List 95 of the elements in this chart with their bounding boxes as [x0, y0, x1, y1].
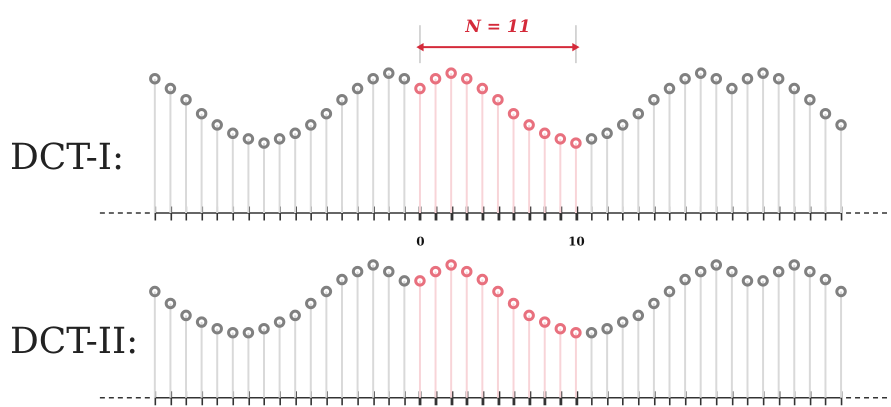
point: [523, 310, 535, 322]
point: [554, 322, 566, 334]
point: [336, 94, 348, 106]
x-tick-label: 0: [416, 234, 425, 248]
point: [383, 67, 395, 79]
point: [461, 266, 472, 278]
point: [632, 108, 644, 120]
point: [538, 316, 550, 328]
point: [383, 266, 395, 278]
point: [616, 316, 628, 328]
point: [601, 128, 613, 140]
text: DCT-II:: [10, 320, 138, 362]
point: [586, 326, 598, 338]
point: [648, 94, 660, 106]
point: [664, 286, 676, 298]
point: [289, 310, 301, 322]
point: [367, 259, 379, 271]
point: [211, 119, 223, 131]
point: [538, 128, 550, 140]
point: [694, 67, 706, 79]
point: [694, 266, 706, 278]
point: [476, 274, 488, 286]
point: [710, 73, 722, 84]
text: DCT-I:: [10, 137, 124, 178]
point: [679, 73, 691, 84]
point: [258, 137, 270, 149]
point: [242, 326, 254, 338]
point: [320, 286, 332, 298]
point: [820, 274, 832, 286]
point: [772, 73, 784, 84]
point: [211, 322, 223, 334]
point: [414, 82, 426, 94]
point: [274, 133, 286, 145]
point: [788, 259, 800, 271]
point: [274, 316, 286, 328]
point: [570, 326, 582, 338]
point: [445, 259, 457, 271]
point: [180, 310, 192, 322]
point: [305, 298, 317, 310]
point: [523, 119, 535, 131]
point: [305, 119, 317, 131]
point: [196, 108, 208, 120]
point: [586, 133, 598, 145]
point: [508, 108, 520, 120]
point: [804, 266, 816, 278]
point: [726, 266, 738, 278]
point: [726, 82, 738, 94]
point: [476, 82, 488, 94]
point: [430, 266, 442, 278]
point: [679, 274, 691, 286]
point: [180, 94, 192, 106]
point: [492, 286, 504, 298]
point: [492, 94, 504, 106]
point: [508, 298, 520, 310]
point: [196, 316, 208, 328]
point: [804, 94, 816, 106]
point: [835, 119, 847, 131]
point: [164, 82, 176, 94]
text: N = 11: [464, 17, 531, 38]
point: [258, 322, 270, 334]
point: [352, 266, 364, 278]
point: [788, 82, 800, 94]
point: [616, 119, 628, 131]
point: [757, 67, 769, 79]
point: [149, 73, 161, 84]
point: [554, 133, 566, 145]
point: [835, 286, 847, 298]
point: [742, 275, 754, 287]
point: [414, 275, 426, 287]
point: [757, 275, 769, 287]
point: [461, 73, 472, 84]
point: [242, 133, 254, 145]
point: [445, 67, 457, 79]
point: [820, 108, 832, 120]
point: [398, 275, 410, 287]
point: [352, 82, 364, 94]
point: [570, 137, 582, 149]
point: [664, 82, 676, 94]
point: [430, 73, 442, 84]
point: [710, 259, 722, 271]
point: [164, 298, 176, 310]
x-tick-label: 10: [568, 234, 585, 248]
point: [320, 108, 332, 120]
point: [601, 322, 613, 334]
point: [742, 73, 754, 84]
point: [367, 73, 379, 84]
point: [398, 73, 410, 84]
point: [648, 298, 660, 310]
point: [149, 286, 161, 298]
point: [336, 274, 348, 286]
point: [227, 326, 239, 338]
point: [772, 266, 784, 278]
point: [227, 128, 239, 140]
point: [289, 128, 301, 140]
point: [632, 310, 644, 322]
